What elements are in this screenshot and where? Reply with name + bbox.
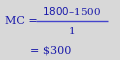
Text: MC =: MC = <box>5 16 38 26</box>
Text: $1800–$1500: $1800–$1500 <box>42 5 102 17</box>
Text: 1: 1 <box>69 27 75 36</box>
Text: = $300: = $300 <box>30 45 71 55</box>
